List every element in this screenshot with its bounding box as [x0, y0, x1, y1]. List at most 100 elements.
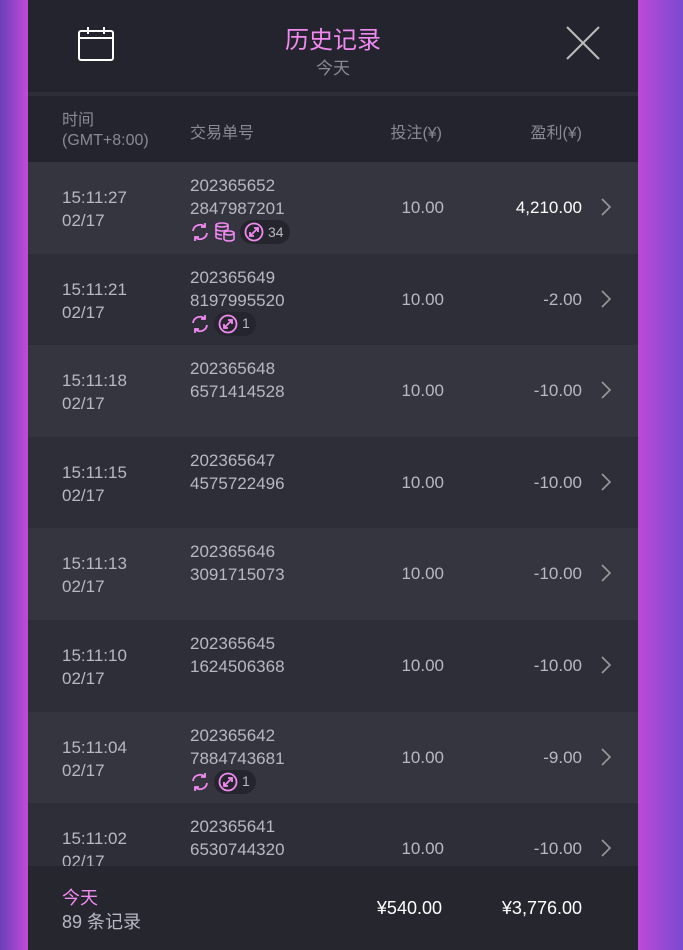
time-value: 15:11:10 [62, 645, 127, 665]
table-row[interactable]: 15:11:04 02/17 202365642 7884743681 1 10.00… [28, 711, 638, 804]
row-order: 202365646 3091715073 [190, 540, 285, 586]
table-row[interactable]: 15:11:21 02/17 202365649 8197995520 1 10.00… [28, 253, 638, 346]
row-tags: 34 [190, 220, 290, 244]
table-row[interactable]: 15:11:13 02/17 202365646 3091715073 10.00 … [28, 528, 638, 620]
page-title: 历史记录 [285, 27, 381, 54]
multiplier-count: 1 [242, 315, 250, 332]
col-order: 交易单号 [190, 125, 255, 142]
column-headers: 时间 (GMT+8:00) 交易单号 投注(¥) 盈利(¥) [28, 96, 638, 158]
chevron-right-icon[interactable] [600, 198, 612, 216]
row-profit: -2.00 [543, 289, 582, 309]
row-time: 15:11:15 02/17 [62, 461, 127, 507]
date-value: 02/17 [62, 211, 105, 230]
date-value: 02/17 [62, 668, 105, 688]
row-bet: 10.00 [401, 198, 444, 217]
row-time: 15:11:18 02/17 [62, 369, 127, 415]
row-time: 15:11:21 02/17 [62, 278, 127, 324]
date-value: 02/17 [62, 394, 105, 414]
table-row[interactable]: 15:11:10 02/17 202365645 1624506368 10.00 … [28, 619, 638, 712]
order-id-line1: 202365649 [190, 267, 276, 287]
multiplier-count: 1 [242, 773, 250, 790]
col-timezone: (GMT+8:00) [62, 132, 149, 149]
chevron-right-icon[interactable] [600, 473, 612, 491]
row-time: 15:11:27 02/17 [62, 186, 127, 232]
time-value: 15:11:18 [62, 371, 127, 391]
date-value: 02/17 [62, 302, 105, 322]
order-id-line2: 4575722496 [190, 473, 285, 493]
row-tags: 1 [190, 311, 285, 336]
date-filter[interactable]: 今天 [316, 59, 350, 78]
history-panel: 历史记录 今天 时间 (GMT+8:00) 交易单号 投注(¥) 盈利(¥) 1… [28, 0, 638, 950]
table-row[interactable]: 15:11:18 02/17 202365648 6571414528 10.00 … [28, 345, 638, 437]
coins-icon [215, 222, 235, 242]
row-tags: 1 [190, 769, 285, 794]
date-value: 02/17 [62, 485, 105, 505]
chevron-right-icon[interactable] [600, 839, 612, 857]
table-row[interactable]: 15:11:27 02/17 202365652 2847987201 34 10.0… [28, 162, 638, 254]
time-value: 15:11:21 [62, 279, 127, 299]
table-row[interactable]: 15:11:15 02/17 202365647 4575722496 10.00 … [28, 436, 638, 529]
chevron-right-icon[interactable] [600, 747, 612, 766]
calendar-icon[interactable] [78, 26, 114, 62]
row-bet: 10.00 [401, 289, 444, 309]
row-order: 202365649 8197995520 1 [190, 266, 285, 336]
total-profit: ¥3,776.00 [501, 898, 582, 918]
multiplier-badge: 1 [214, 769, 256, 794]
row-bet: 10.00 [401, 472, 444, 492]
order-id-line1: 202365648 [190, 359, 276, 379]
row-order: 202365641 6530744320 [190, 815, 285, 861]
row-bet: 10.00 [401, 747, 444, 767]
order-id-line2: 1624506368 [190, 656, 285, 676]
order-id-line1: 202365641 [190, 817, 276, 837]
total-bet: ¥540.00 [376, 898, 442, 918]
time-value: 15:11:02 [62, 829, 127, 849]
row-bet: 10.00 [401, 564, 444, 584]
multiplier-badge: 1 [214, 311, 256, 336]
record-count: 89 条记录 [62, 912, 142, 932]
date-value: 02/17 [62, 577, 105, 597]
order-id-line1: 202365652 [190, 176, 276, 195]
date-value: 02/17 [62, 760, 105, 780]
row-profit: 4,210.00 [515, 198, 582, 217]
repeat-icon [192, 223, 208, 241]
row-profit: -10.00 [533, 839, 582, 859]
chevron-right-icon[interactable] [600, 290, 612, 308]
footer-period: 今天 [62, 888, 98, 908]
row-time: 15:11:02 02/17 [62, 827, 127, 866]
row-order: 202365648 6571414528 [190, 357, 285, 403]
row-order: 202365645 1624506368 [190, 632, 285, 678]
multiplier-icon [244, 222, 264, 242]
row-bet: 10.00 [401, 381, 444, 401]
order-id-line1: 202365646 [190, 542, 276, 562]
order-id-line1: 202365647 [190, 450, 276, 470]
time-value: 15:11:13 [62, 554, 127, 574]
time-value: 15:11:27 [62, 188, 127, 207]
row-profit: -9.00 [543, 747, 582, 767]
row-order: 202365642 7884743681 1 [190, 724, 285, 794]
summary-footer: 今天 89 条记录 ¥540.00 ¥3,776.00 [28, 866, 638, 950]
multiplier-count: 34 [268, 223, 284, 240]
col-bet: 投注(¥) [390, 125, 442, 142]
multiplier-icon [218, 772, 238, 791]
header: 历史记录 今天 [28, 0, 638, 96]
row-profit: -10.00 [533, 564, 582, 584]
row-order: 202365652 2847987201 34 [190, 174, 290, 244]
row-bet: 10.00 [401, 839, 444, 859]
close-icon[interactable] [566, 26, 600, 60]
order-id-line1: 202365642 [190, 725, 276, 745]
order-id-line2: 8197995520 [190, 290, 285, 310]
row-profit: -10.00 [533, 472, 582, 492]
row-profit: -10.00 [533, 655, 582, 675]
time-value: 15:11:15 [62, 462, 127, 482]
chevron-right-icon[interactable] [600, 564, 612, 582]
order-id-line2: 3091715073 [190, 565, 285, 585]
row-order: 202365647 4575722496 [190, 449, 285, 495]
multiplier-badge: 34 [240, 220, 290, 244]
chevron-right-icon[interactable] [600, 381, 612, 399]
history-list[interactable]: 15:11:27 02/17 202365652 2847987201 34 10.0… [28, 162, 638, 866]
order-id-line2: 2847987201 [190, 199, 285, 218]
date-value: 02/17 [62, 852, 105, 866]
order-id-line1: 202365645 [190, 633, 276, 653]
chevron-right-icon[interactable] [600, 656, 612, 674]
table-row[interactable]: 15:11:02 02/17 202365641 6530744320 10.00 … [28, 803, 638, 866]
